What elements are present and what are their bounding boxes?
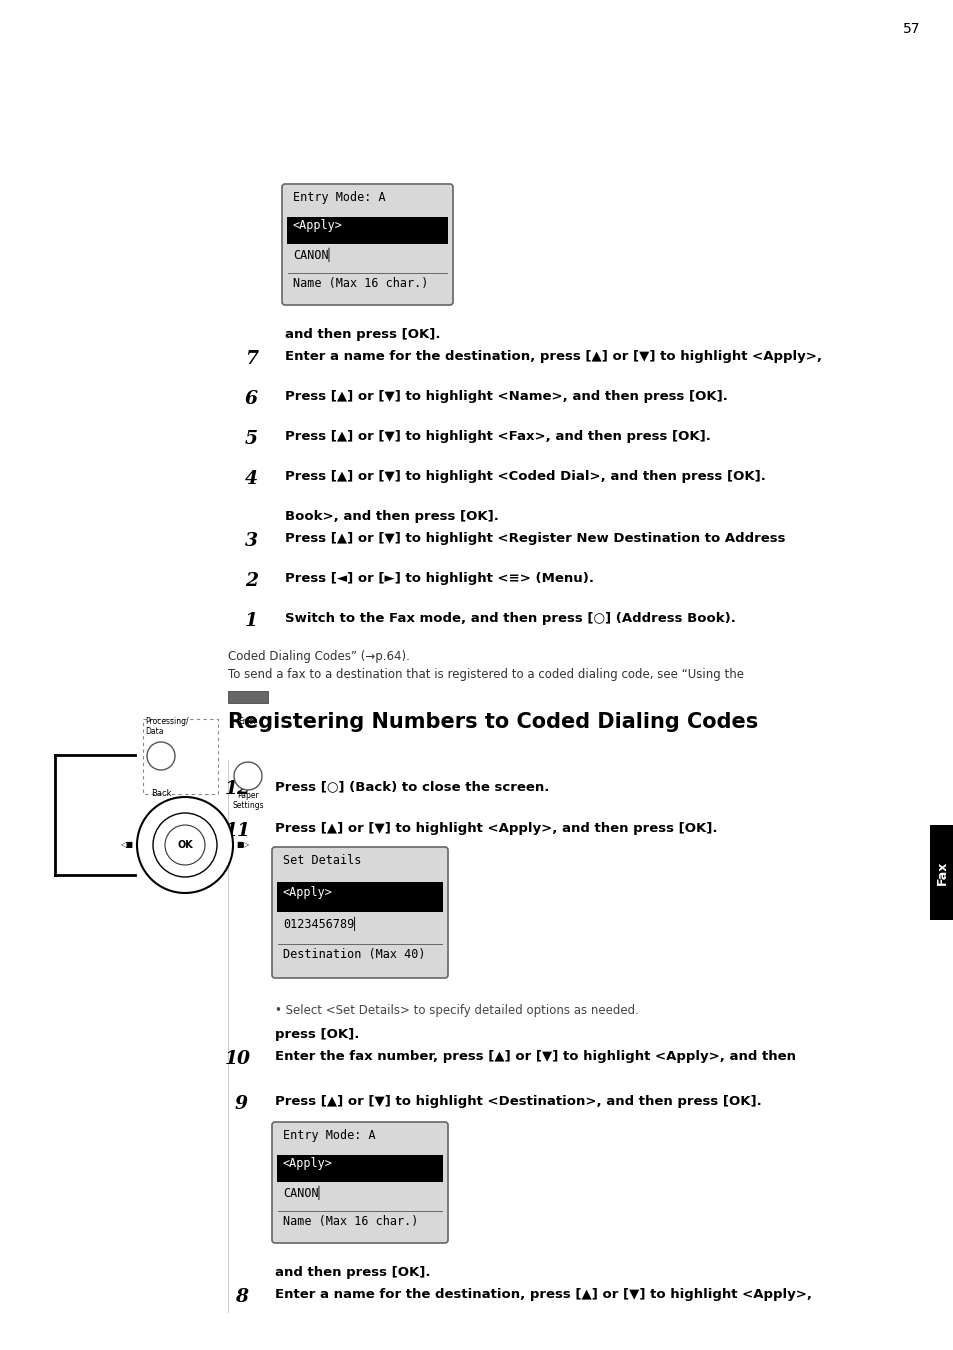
Text: Name (Max 16 char.): Name (Max 16 char.): [293, 277, 428, 290]
Text: ▼: ▼: [181, 814, 189, 824]
Bar: [287, 217, 448, 243]
Text: Enter a name for the destination, press [▲] or [▼] to highlight <Apply>,: Enter a name for the destination, press …: [285, 350, 821, 363]
Text: 12: 12: [225, 780, 251, 798]
Circle shape: [165, 825, 205, 865]
Text: ◁■: ◁■: [121, 841, 133, 849]
Text: Press [▲] or [▼] to highlight <Fax>, and then press [OK].: Press [▲] or [▼] to highlight <Fax>, and…: [285, 431, 710, 443]
Text: Enter the fax number, press [▲] or [▼] to highlight <Apply>, and then: Enter the fax number, press [▲] or [▼] t…: [274, 1050, 795, 1062]
Text: 5: 5: [245, 431, 257, 448]
Text: Entry Mode: A: Entry Mode: A: [293, 190, 385, 204]
Text: and then press [OK].: and then press [OK].: [274, 1266, 430, 1278]
FancyBboxPatch shape: [282, 184, 453, 305]
Text: Press [▲] or [▼] to highlight <Register New Destination to Address: Press [▲] or [▼] to highlight <Register …: [285, 532, 784, 545]
Bar: [276, 883, 442, 911]
Text: 0123456789▏: 0123456789▏: [283, 917, 361, 930]
Text: and then press [OK].: and then press [OK].: [285, 328, 440, 342]
Text: OK: OK: [177, 840, 193, 850]
Text: Processing/
Data: Processing/ Data: [145, 717, 189, 736]
Bar: [143, 720, 218, 794]
FancyBboxPatch shape: [272, 846, 448, 977]
Text: Set Details: Set Details: [283, 855, 361, 868]
Text: Paper
Settings: Paper Settings: [232, 791, 264, 810]
Text: 1: 1: [245, 612, 257, 630]
Text: ■▷: ■▷: [235, 841, 249, 849]
Text: Press [▲] or [▼] to highlight <Coded Dial>, and then press [OK].: Press [▲] or [▼] to highlight <Coded Dia…: [285, 470, 765, 483]
Text: Destination (Max 40): Destination (Max 40): [283, 948, 425, 961]
Text: Entry Mode: A: Entry Mode: A: [283, 1129, 375, 1142]
Text: Switch to the Fax mode, and then press [○] (Address Book).: Switch to the Fax mode, and then press […: [285, 612, 735, 625]
FancyBboxPatch shape: [272, 1122, 448, 1243]
Text: <Apply>: <Apply>: [283, 886, 333, 899]
Bar: [228, 691, 268, 703]
Text: • Select <Set Details> to specify detailed options as needed.: • Select <Set Details> to specify detail…: [274, 1004, 639, 1017]
Text: 9: 9: [234, 1095, 248, 1112]
Text: Press [▲] or [▼] to highlight <Destination>, and then press [OK].: Press [▲] or [▼] to highlight <Destinati…: [274, 1095, 760, 1108]
Text: 2: 2: [245, 572, 257, 590]
Text: Enter a name for the destination, press [▲] or [▼] to highlight <Apply>,: Enter a name for the destination, press …: [274, 1288, 811, 1301]
Text: 57: 57: [902, 22, 919, 36]
Circle shape: [137, 796, 233, 892]
Text: Press [▲] or [▼] to highlight <Name>, and then press [OK].: Press [▲] or [▼] to highlight <Name>, an…: [285, 390, 727, 404]
Text: CANON▏: CANON▏: [283, 1185, 325, 1200]
Text: Press [◄] or [►] to highlight <≡> (Menu).: Press [◄] or [►] to highlight <≡> (Menu)…: [285, 572, 594, 585]
Text: Name (Max 16 char.): Name (Max 16 char.): [283, 1215, 418, 1227]
Text: Press [▲] or [▼] to highlight <Apply>, and then press [OK].: Press [▲] or [▼] to highlight <Apply>, a…: [274, 822, 717, 836]
Circle shape: [233, 761, 262, 790]
Bar: [929, 825, 953, 919]
Text: 10: 10: [225, 1050, 251, 1068]
Text: ►: ►: [207, 840, 214, 850]
Text: Fax: Fax: [935, 860, 947, 884]
Text: 11: 11: [225, 822, 251, 840]
Text: Error: Error: [238, 717, 257, 726]
Text: Back: Back: [151, 788, 172, 798]
Text: <Apply>: <Apply>: [283, 1157, 333, 1170]
Text: Press [○] (Back) to close the screen.: Press [○] (Back) to close the screen.: [274, 780, 549, 792]
Text: ◄: ◄: [155, 840, 163, 850]
Text: <Apply>: <Apply>: [293, 219, 342, 232]
Text: ▲: ▲: [181, 865, 189, 876]
Bar: [276, 1154, 442, 1181]
Text: 8: 8: [234, 1288, 248, 1305]
Text: 4: 4: [245, 470, 257, 487]
Text: Registering Numbers to Coded Dialing Codes: Registering Numbers to Coded Dialing Cod…: [228, 711, 758, 732]
Text: CANON▏: CANON▏: [293, 247, 335, 262]
Text: To send a fax to a destination that is registered to a coded dialing code, see “: To send a fax to a destination that is r…: [228, 668, 743, 680]
Text: 6: 6: [245, 390, 257, 408]
Text: Coded Dialing Codes” (→p.64).: Coded Dialing Codes” (→p.64).: [228, 649, 410, 663]
Circle shape: [147, 743, 174, 770]
Circle shape: [152, 813, 216, 878]
Text: press [OK].: press [OK].: [274, 1027, 359, 1041]
Text: Book>, and then press [OK].: Book>, and then press [OK].: [285, 510, 498, 522]
Text: 7: 7: [245, 350, 257, 369]
Text: 3: 3: [245, 532, 257, 549]
